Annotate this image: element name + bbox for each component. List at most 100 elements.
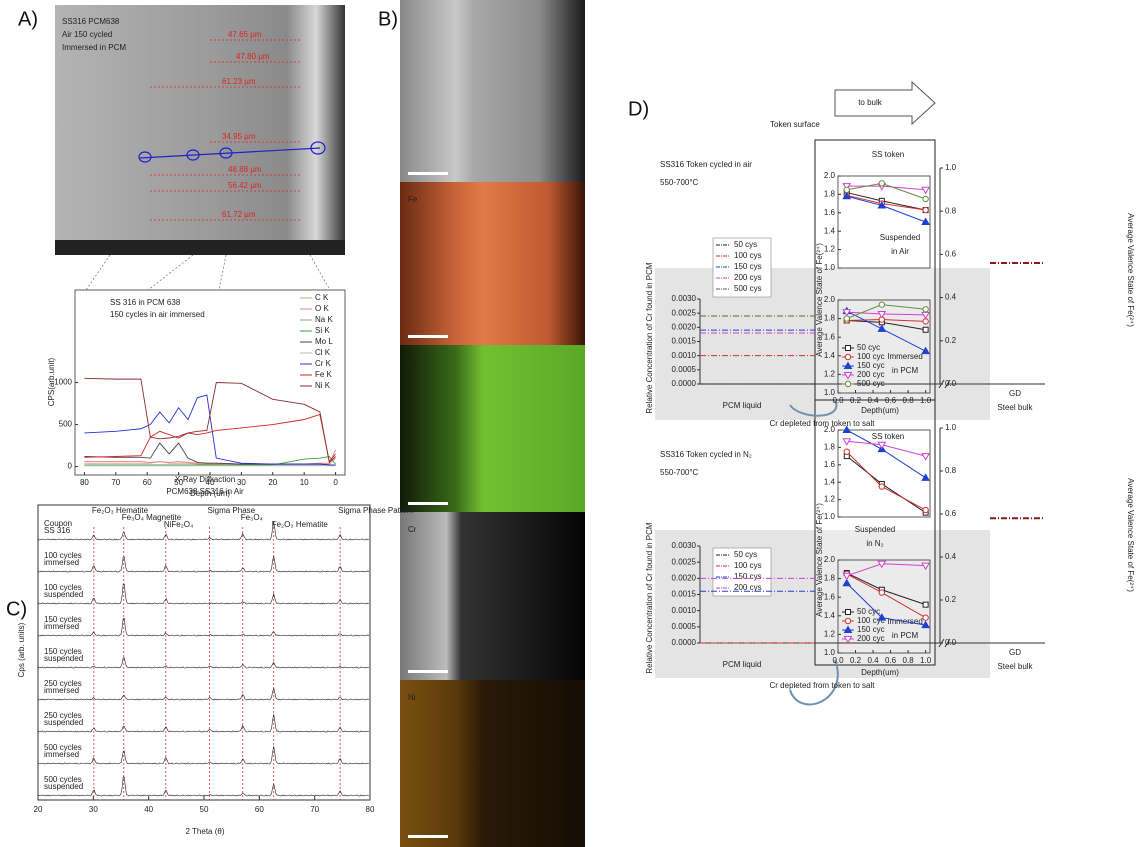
marker [922, 195, 929, 203]
x-axis-label: Depth (um) [190, 489, 230, 498]
legend-label: 500 cys [734, 284, 762, 293]
annotation: GD [1009, 389, 1021, 398]
x-tick-label: 20 [34, 805, 43, 814]
annotation: in N₂ [866, 539, 883, 548]
legend-label: 50 cys [734, 240, 757, 249]
y-tick-label: 0.0010 [672, 351, 697, 360]
legend-label: Na K [315, 315, 333, 324]
y-tick-label: 1.2 [824, 245, 836, 254]
map-label: Fe [408, 195, 418, 204]
map-label: Ni [408, 693, 416, 702]
sample-label: immersed [44, 750, 79, 759]
y2-tick-label: 0.0 [945, 379, 957, 388]
chart-subtitle: 150 cycles in air immersed [110, 310, 205, 319]
sample-label: 500 cycles [44, 743, 82, 752]
chart-title: SS316 Token cycled in air [660, 160, 752, 169]
y-tick-label: 1.8 [824, 574, 836, 583]
y2-tick-label: 1.0 [945, 163, 957, 172]
sample-label: 500 cycles [44, 775, 82, 784]
measurement: 34.95 µm [222, 132, 256, 141]
y2-tick-label: 1.0 [945, 423, 957, 432]
chart-title: SS316 Token cycled in N₂ [660, 450, 752, 459]
x-tick-label: 50 [200, 805, 209, 814]
x-tick-label: 0.0 [832, 396, 844, 405]
sample-label: suspended [44, 782, 83, 791]
x-tick-label: 0.6 [885, 656, 897, 665]
y2-tick-label: 0.8 [945, 206, 957, 215]
y-tick-label: 0.0025 [672, 557, 697, 566]
x-category-label: PCM liquid [723, 401, 762, 410]
y-tick-label: 1.6 [824, 592, 836, 601]
legend-label: 150 cys [734, 262, 762, 271]
measure-lines [150, 39, 300, 221]
y-tick-label: 0.0010 [672, 606, 697, 615]
peak-label: Fe₃O₄ Magnetite [122, 513, 182, 522]
marker [921, 473, 930, 481]
legend-label: 50 cyc [857, 343, 880, 352]
sample-label: 150 cycles [44, 647, 82, 656]
marker [921, 217, 930, 225]
annotation: Suspended [855, 525, 895, 534]
sample-label: suspended [44, 590, 83, 599]
legend-label: 150 cyc [857, 361, 885, 370]
x-axis-label: 2 Theta (θ) [186, 827, 225, 836]
marker [844, 353, 852, 361]
legend-label: Cl K [315, 348, 331, 357]
peak-label: Fe₃O₄ [241, 513, 263, 522]
y-tick-label: 0.0025 [672, 308, 697, 317]
sample-label: 100 cycles [44, 551, 82, 560]
sample-label: immersed [44, 686, 79, 695]
xrd-trace [37, 657, 369, 669]
marker [843, 636, 853, 644]
token-frame [814, 139, 936, 401]
y2-tick-label: 0.4 [945, 293, 957, 302]
panel-label: C) [6, 598, 27, 620]
x-axis-label: Depth(um) [861, 406, 899, 415]
y-tick-label: 0.0000 [672, 379, 697, 388]
x-tick-label: 0.4 [867, 656, 879, 665]
direction-arrow [834, 80, 936, 126]
map-label: O [408, 360, 414, 369]
sem-caption: SS316 PCM638 [62, 17, 120, 26]
legend-label: 50 cys [734, 550, 757, 559]
legend-label: 100 cyc [857, 352, 885, 361]
depletion-arrows [789, 399, 839, 706]
sample-label: suspended [44, 718, 83, 727]
marker [877, 613, 887, 621]
x-tick-label: 20 [268, 478, 277, 487]
marker [843, 315, 850, 322]
legend-label: 100 cyc [857, 616, 885, 625]
x-tick-label: 80 [366, 805, 375, 814]
x-tick-label: 80 [80, 478, 89, 487]
y-tick-label: 0.0015 [672, 337, 697, 346]
sample-label: immersed [44, 622, 79, 631]
marker [842, 425, 852, 433]
legend-label: 150 cyc [857, 625, 885, 634]
x-category-label: PCM liquid [723, 660, 762, 669]
marker [845, 345, 851, 351]
marker [843, 625, 853, 633]
y2-axis-label: Average Valence State of Fe(²⁺) [1126, 213, 1135, 327]
x-tick-label: 10 [300, 478, 309, 487]
chart-title: SS 316 in PCM 638 [110, 298, 181, 307]
marker [922, 326, 929, 333]
xrd-trace [37, 555, 370, 573]
marker [922, 614, 929, 621]
y2-tick-label: 0.2 [945, 595, 957, 604]
xrd-trace [37, 687, 370, 701]
connector-lines [85, 254, 331, 291]
y2-tick-label: 0.0 [945, 638, 957, 647]
peak-label: Sigma Phase [208, 506, 256, 515]
sample-label: SS 316 [44, 526, 71, 535]
x-tick-label: 40 [144, 805, 153, 814]
marker [844, 380, 852, 388]
x-tick-label: 0.4 [867, 396, 879, 405]
y-tick-label: 2.0 [824, 425, 836, 434]
x-tick-label: 70 [310, 805, 319, 814]
legend-label: 150 cys [734, 572, 762, 581]
xrd-trace [37, 714, 369, 733]
annotation: in PCM [892, 366, 919, 375]
plot-frame [837, 175, 931, 269]
y-tick-label: 2.0 [824, 171, 836, 180]
marker [922, 306, 929, 313]
